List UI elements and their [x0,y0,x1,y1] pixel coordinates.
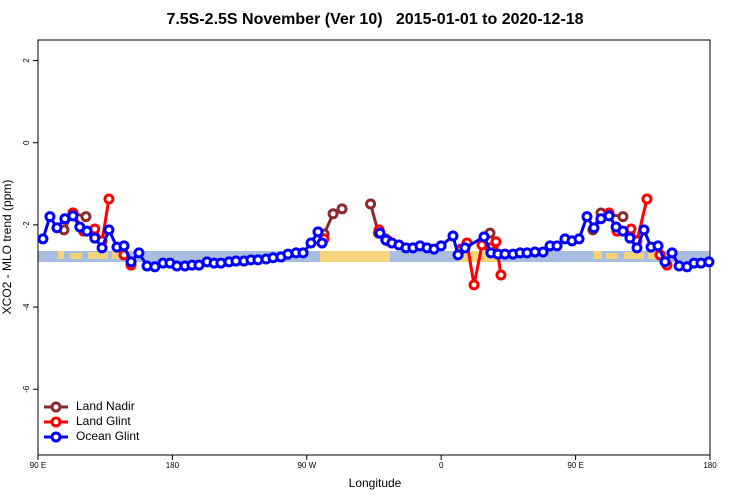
data-point [96,242,108,254]
data-point [89,232,101,244]
x-tick-label: 90 E [30,461,46,470]
data-point [573,233,585,245]
x-tick-label: 180 [703,461,717,470]
data-point [641,193,653,205]
data-point [588,222,600,234]
data-point [103,193,115,205]
data-point [495,269,507,281]
data-point [365,198,377,210]
data-point [617,211,629,223]
x-axis-title: Longitude [349,476,402,490]
plot-frame [37,39,711,456]
chart-title: 7.5S-2.5S November (Ver 10) 2015-01-01 t… [166,11,583,28]
data-point [305,237,317,249]
data-point [478,231,490,243]
data-point [44,211,56,223]
data-point [374,227,386,239]
data-point [581,211,593,223]
y-tick-label: -4 [22,303,31,311]
data-point [103,224,115,236]
data-point [631,242,643,254]
series [37,210,715,273]
x-tick-label: 180 [166,461,180,470]
data-point [652,240,664,252]
data-point [603,210,615,222]
land-patch [320,251,390,262]
land-patch [458,251,498,262]
data-point [459,242,471,254]
data-point [490,236,502,248]
land-patch [594,251,602,259]
x-tick-label: 0 [439,461,444,470]
data-point [624,232,636,244]
data-point [447,230,459,242]
legend-marker [50,401,62,413]
x-tick-label: 90 E [567,461,583,470]
data-point [537,246,549,258]
data-point [336,203,348,215]
data-point [666,247,678,259]
land-patch [624,252,644,259]
data-point [617,225,629,237]
y-axis-title: XCO2 - MLO trend (ppm) [0,180,14,315]
land-patch [88,252,108,259]
data-point [551,240,563,252]
data-point [316,237,328,249]
legend-marker [50,416,62,428]
data-point [312,226,324,238]
data-point [638,224,650,236]
data-point [435,240,447,252]
data-point [51,222,63,234]
legend-marker [50,431,62,443]
data-point [125,256,137,268]
data-point [118,240,130,252]
x-tick-label: 90 W [297,461,316,470]
legend-label: Land Nadir [76,399,135,413]
data-point [81,225,93,237]
land-patch [606,253,618,259]
data-point [133,247,145,259]
data-point [703,256,715,268]
data-point [37,233,49,245]
land-patch [58,251,64,259]
y-tick-label: 2 [22,58,31,63]
data-point [452,249,464,261]
data-point [67,210,79,222]
data-point [327,208,339,220]
y-tick-label: 0 [22,140,31,145]
legend-label: Ocean Glint [76,429,140,443]
data-point [468,279,480,291]
legend-label: Land Glint [76,414,131,428]
land-patch [70,253,82,259]
data-point [659,256,671,268]
y-tick-label: -6 [22,385,31,393]
y-tick-label: -2 [22,221,31,229]
data-point [297,247,309,259]
data-point [80,211,92,223]
